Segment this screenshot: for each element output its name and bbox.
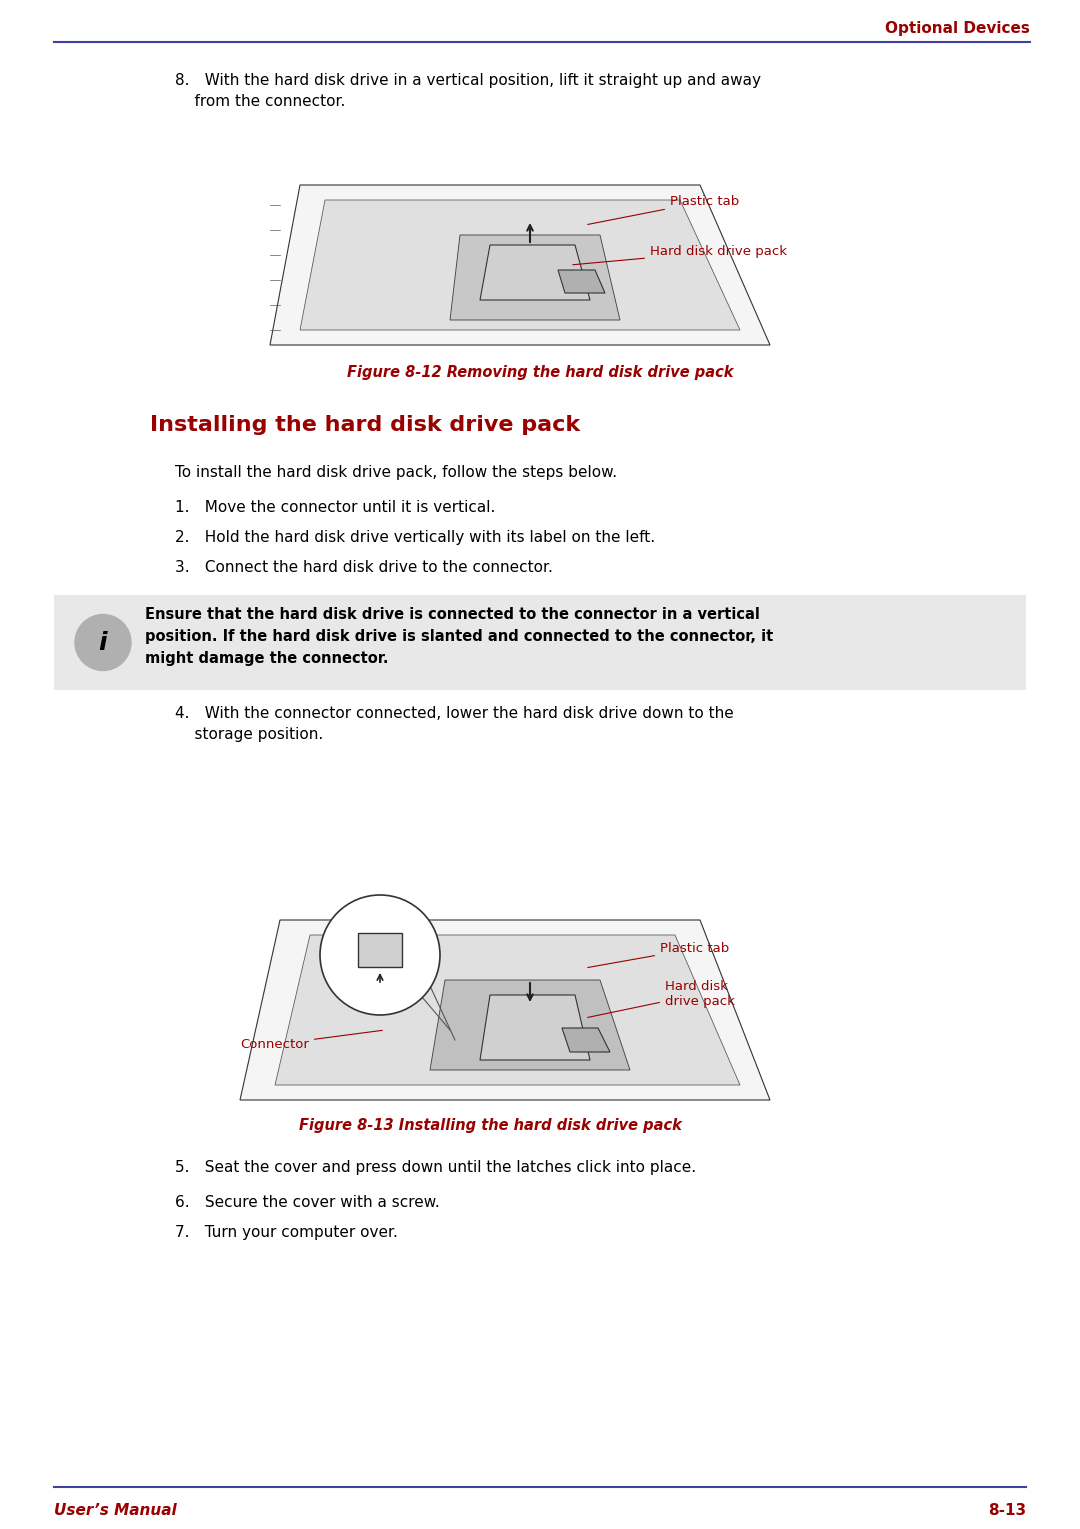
Text: i: i <box>98 630 107 654</box>
Text: 1. Move the connector until it is vertical.: 1. Move the connector until it is vertic… <box>175 500 496 515</box>
Text: Figure 8-12 Removing the hard disk drive pack: Figure 8-12 Removing the hard disk drive… <box>347 365 733 381</box>
Polygon shape <box>300 200 740 330</box>
Polygon shape <box>270 185 770 346</box>
Polygon shape <box>480 995 590 1060</box>
Circle shape <box>320 894 440 1015</box>
Text: Installing the hard disk drive pack: Installing the hard disk drive pack <box>150 414 580 434</box>
Polygon shape <box>275 936 740 1086</box>
Text: Hard disk drive pack: Hard disk drive pack <box>572 245 787 265</box>
Polygon shape <box>562 1027 610 1052</box>
Polygon shape <box>558 271 605 294</box>
Text: Ensure that the hard disk drive is connected to the connector in a vertical
posi: Ensure that the hard disk drive is conne… <box>145 607 773 667</box>
Text: 3. Connect the hard disk drive to the connector.: 3. Connect the hard disk drive to the co… <box>175 560 553 575</box>
Text: 8-13: 8-13 <box>988 1503 1026 1518</box>
Text: Plastic tab: Plastic tab <box>588 942 729 968</box>
Text: Plastic tab: Plastic tab <box>588 196 739 225</box>
Polygon shape <box>450 235 620 320</box>
Text: To install the hard disk drive pack, follow the steps below.: To install the hard disk drive pack, fol… <box>175 465 617 480</box>
Text: Figure 8-13 Installing the hard disk drive pack: Figure 8-13 Installing the hard disk dri… <box>298 1118 681 1133</box>
FancyBboxPatch shape <box>357 933 402 966</box>
Text: 6. Secure the cover with a screw.: 6. Secure the cover with a screw. <box>175 1196 440 1209</box>
Polygon shape <box>240 920 770 1099</box>
Text: Optional Devices: Optional Devices <box>886 20 1030 35</box>
Text: 2. Hold the hard disk drive vertically with its label on the left.: 2. Hold the hard disk drive vertically w… <box>175 531 656 544</box>
Circle shape <box>75 615 131 671</box>
Polygon shape <box>430 980 630 1070</box>
Text: Connector: Connector <box>240 1031 382 1050</box>
FancyBboxPatch shape <box>54 595 1026 690</box>
Text: 8. With the hard disk drive in a vertical position, lift it straight up and away: 8. With the hard disk drive in a vertica… <box>175 73 761 109</box>
Text: Hard disk
drive pack: Hard disk drive pack <box>588 980 734 1017</box>
Text: 7. Turn your computer over.: 7. Turn your computer over. <box>175 1225 397 1240</box>
Polygon shape <box>480 245 590 300</box>
Text: 4. With the connector connected, lower the hard disk drive down to the
    stora: 4. With the connector connected, lower t… <box>175 706 733 742</box>
Text: 5. Seat the cover and press down until the latches click into place.: 5. Seat the cover and press down until t… <box>175 1161 697 1174</box>
Text: User’s Manual: User’s Manual <box>54 1503 177 1518</box>
